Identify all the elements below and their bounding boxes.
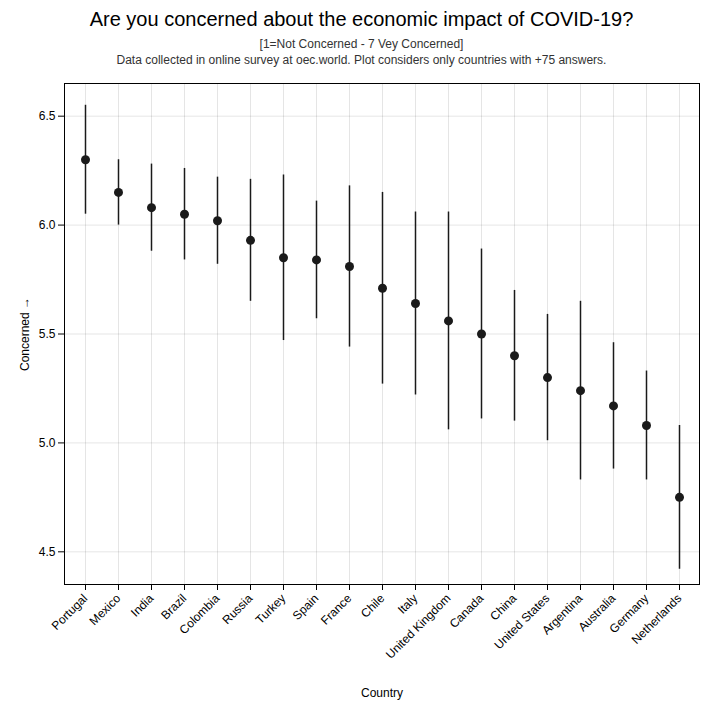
svg-text:Spain: Spain	[290, 591, 322, 623]
svg-text:Chile: Chile	[358, 591, 387, 620]
svg-text:Australia: Australia	[575, 591, 619, 635]
html-text:Data collected in online surve: Data collected in online survey at oec.w…	[116, 53, 607, 67]
svg-text:Argentina: Argentina	[539, 591, 585, 637]
svg-text:Italy: Italy	[395, 591, 420, 616]
html-text:[1=Not Concerned - 7 Vey Conce: [1=Not Concerned - 7 Vey Concerned]	[259, 37, 464, 51]
svg-text:Country: Country	[361, 686, 403, 700]
svg-text:4.5: 4.5	[39, 545, 56, 559]
svg-text:India: India	[128, 591, 157, 620]
svg-text:6.5: 6.5	[39, 109, 56, 123]
html-text:Are you concerned about the ec: Are you concerned about the economic imp…	[89, 8, 634, 30]
svg-text:Turkey: Turkey	[253, 591, 289, 627]
svg-text:Mexico: Mexico	[87, 591, 124, 628]
svg-text:Germany: Germany	[606, 591, 652, 637]
svg-text:Colombia: Colombia	[177, 591, 223, 637]
svg-text:Concerned →: Concerned →	[18, 297, 32, 371]
svg-text:France: France	[318, 591, 355, 628]
svg-text:United States: United States	[491, 591, 552, 652]
svg-text:United Kingdom: United Kingdom	[383, 591, 453, 661]
svg-text:Canada: Canada	[447, 591, 487, 631]
svg-text:Netherlands: Netherlands	[629, 591, 685, 647]
svg-text:5.0: 5.0	[39, 436, 56, 450]
svg-text:Russia: Russia	[219, 591, 255, 627]
svg-text:Brazil: Brazil	[158, 591, 190, 623]
svg-text:China: China	[487, 591, 520, 624]
svg-text:5.5: 5.5	[39, 327, 56, 341]
svg-text:Portugal: Portugal	[49, 591, 91, 633]
svg-text:6.0: 6.0	[39, 218, 56, 232]
